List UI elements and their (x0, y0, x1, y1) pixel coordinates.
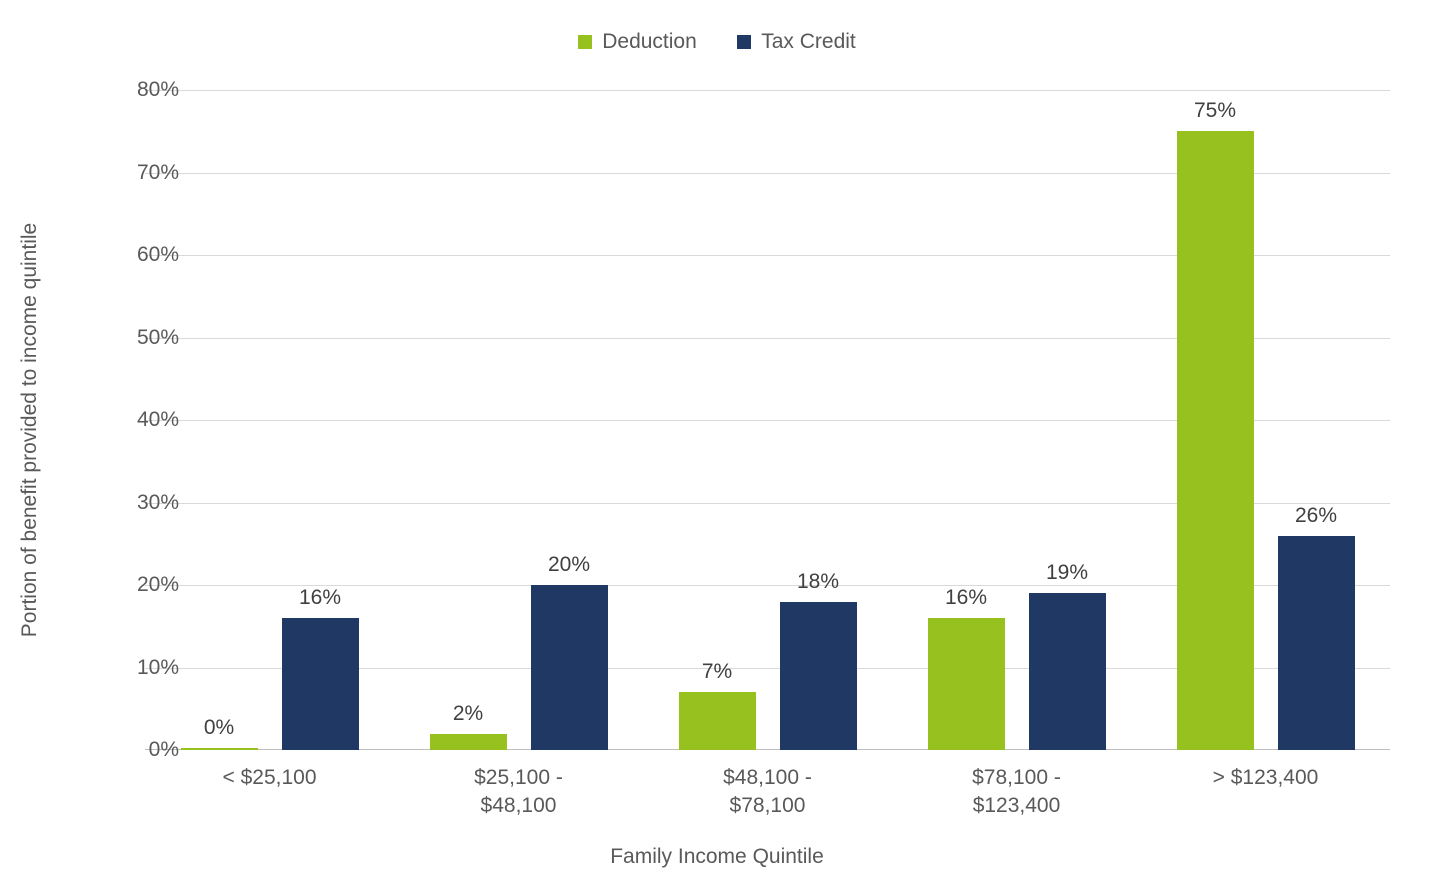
bar-tax-credit (282, 618, 359, 750)
x-tick-label: $78,100 - $123,400 (972, 764, 1061, 821)
bar-deduction (679, 692, 756, 750)
x-tick-label: > $123,400 (1213, 764, 1319, 792)
bar-tax-credit (531, 585, 608, 750)
x-tick-label: $25,100 - $48,100 (474, 764, 563, 821)
data-label: 16% (299, 586, 341, 610)
data-label: 0% (204, 716, 234, 740)
bar-deduction (181, 748, 258, 750)
data-label: 2% (453, 702, 483, 726)
y-tick-label: 30% (109, 491, 179, 515)
data-label: 7% (702, 660, 732, 684)
x-tick-label: < $25,100 (222, 764, 316, 792)
legend-item-deduction: Deduction (578, 30, 697, 54)
bar-tax-credit (780, 602, 857, 751)
data-label: 18% (797, 570, 839, 594)
y-axis-title: Portion of benefit provided to income qu… (18, 223, 42, 637)
bar-tax-credit (1029, 593, 1106, 750)
bar-tax-credit (1278, 536, 1355, 751)
legend-swatch-taxcredit (737, 35, 751, 49)
y-tick-label: 70% (109, 161, 179, 185)
y-tick-label: 10% (109, 656, 179, 680)
y-tick-label: 60% (109, 243, 179, 267)
legend-swatch-deduction (578, 35, 592, 49)
data-label: 26% (1295, 504, 1337, 528)
bar-deduction (1177, 131, 1254, 750)
legend-label-deduction: Deduction (602, 30, 697, 54)
data-label: 19% (1046, 561, 1088, 585)
data-label: 75% (1194, 99, 1236, 123)
data-label: 16% (945, 586, 987, 610)
y-tick-label: 40% (109, 408, 179, 432)
legend-item-taxcredit: Tax Credit (737, 30, 856, 54)
y-tick-label: 20% (109, 573, 179, 597)
bar-deduction (430, 734, 507, 751)
y-tick-label: 50% (109, 326, 179, 350)
y-tick-label: 80% (109, 78, 179, 102)
x-axis-title: Family Income Quintile (0, 845, 1434, 869)
bar-deduction (928, 618, 1005, 750)
legend: Deduction Tax Credit (0, 30, 1434, 54)
chart-container: Deduction Tax Credit Portion of benefit … (0, 0, 1434, 889)
data-label: 20% (548, 553, 590, 577)
legend-label-taxcredit: Tax Credit (761, 30, 856, 54)
y-tick-label: 0% (109, 738, 179, 762)
gridline (145, 90, 1390, 91)
plot-area: 0% 16% 2% 20% 7% 18% 16% 19% 75% 26% (145, 90, 1390, 750)
x-tick-label: $48,100 - $78,100 (723, 764, 812, 821)
